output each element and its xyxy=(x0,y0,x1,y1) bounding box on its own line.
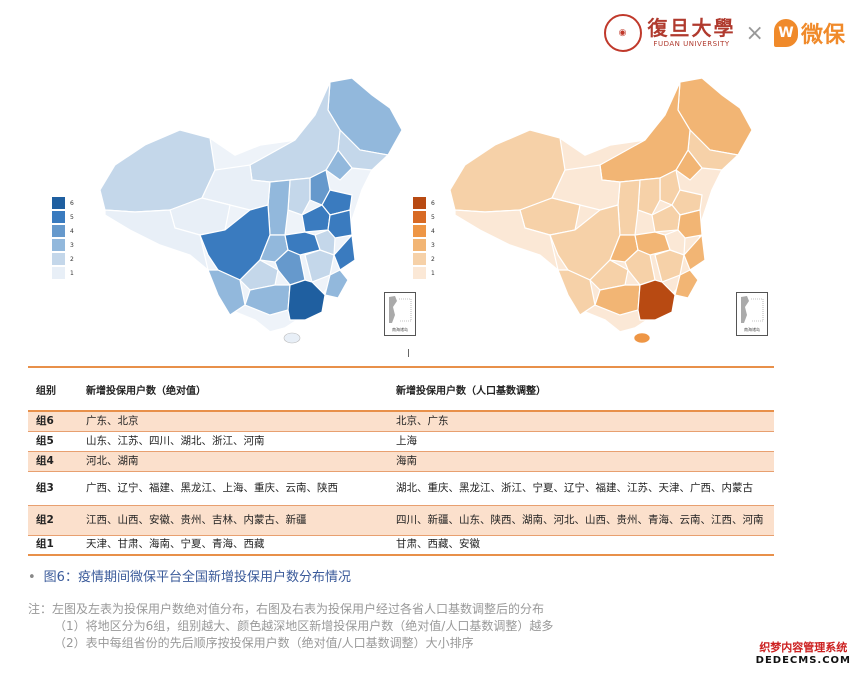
absolute-provinces: 江西、山西、安徽、贵州、吉林、内蒙古、新疆 xyxy=(78,505,388,536)
adjusted-provinces: 四川、新疆、山东、陕西、湖南、河北、山西、贵州、青海、云南、江西、河南 xyxy=(388,505,774,536)
separator-mark xyxy=(408,349,409,357)
legend-swatch xyxy=(52,239,65,251)
legend-row: 3 xyxy=(52,238,74,252)
china-map-adjusted xyxy=(440,70,760,350)
group-label: 组1 xyxy=(28,535,78,556)
header-absolute: 新增投保用户数（绝对值） xyxy=(78,366,388,412)
legend-adjusted: 6 5 4 3 2 1 xyxy=(413,196,435,280)
legend-swatch xyxy=(413,267,426,279)
legend-row: 5 xyxy=(52,210,74,224)
times-icon: × xyxy=(745,20,764,46)
legend-swatch xyxy=(52,197,65,209)
fudan-seal-icon: ◉ xyxy=(603,14,642,52)
weibao-logo: W 微保 xyxy=(773,17,845,49)
adjusted-provinces: 湖北、重庆、黑龙江、浙江、宁夏、辽宁、福建、江苏、天津、广西、内蒙古 xyxy=(388,471,774,506)
table-row: 组6 广东、北京 北京、广东 xyxy=(28,411,774,432)
header-logos: ◉ 復旦大學 FUDAN UNIVERSITY × W 微保 xyxy=(603,14,845,52)
fudan-logo: 復旦大學 FUDAN UNIVERSITY xyxy=(648,17,736,49)
header-group: 组别 xyxy=(28,366,78,412)
note-line: （1）将地区分为6组，组别越大、颜色越深地区新增投保用户数（绝对值/人口基数调整… xyxy=(54,619,554,633)
adjusted-provinces: 北京、广东 xyxy=(388,411,774,432)
absolute-provinces: 广西、辽宁、福建、黑龙江、上海、重庆、云南、陕西 xyxy=(78,471,388,506)
legend-row: 4 xyxy=(52,224,74,238)
notes: 注：左图及左表为投保用户数绝对值分布，右图及右表为投保用户经过各省人口基数调整后… xyxy=(28,601,553,652)
china-map-absolute xyxy=(90,70,410,350)
caption-text: 图6：疫情期间微保平台全国新增投保用户数分布情况 xyxy=(43,570,351,585)
adjusted-provinces: 甘肃、西藏、安徽 xyxy=(388,535,774,556)
watermark-bottom: DEDECMS.COM xyxy=(755,655,851,666)
table-row: 组4 河北、湖南 海南 xyxy=(28,451,774,472)
legend-swatch xyxy=(52,225,65,237)
legend-swatch xyxy=(52,211,65,223)
legend-swatch xyxy=(413,225,426,237)
group-label: 组3 xyxy=(28,471,78,506)
legend-swatch xyxy=(413,211,426,223)
group-label: 组6 xyxy=(28,411,78,432)
weibao-icon: W xyxy=(773,19,798,47)
header-adjusted: 新增投保用户数（人口基数调整） xyxy=(388,366,774,412)
group-label: 组2 xyxy=(28,505,78,536)
legend-swatch xyxy=(413,253,426,265)
legend-swatch xyxy=(413,239,426,251)
legend-row: 1 xyxy=(413,266,435,280)
south-china-sea-inset: 南海诸岛 xyxy=(384,292,416,336)
group-label: 组4 xyxy=(28,451,78,472)
absolute-provinces: 广东、北京 xyxy=(78,411,388,432)
legend-row: 6 xyxy=(413,196,435,210)
table-row: 组3 广西、辽宁、福建、黑龙江、上海、重庆、云南、陕西 湖北、重庆、黑龙江、浙江… xyxy=(28,471,774,506)
legend-row: 1 xyxy=(52,266,74,280)
legend-row: 2 xyxy=(52,252,74,266)
table-row: 组2 江西、山西、安徽、贵州、吉林、内蒙古、新疆 四川、新疆、山东、陕西、湖南、… xyxy=(28,505,774,536)
weibao-name: 微保 xyxy=(800,23,845,48)
table-row: 组1 天津、甘肃、海南、宁夏、青海、西藏 甘肃、西藏、安徽 xyxy=(28,535,774,556)
absolute-provinces: 山东、江苏、四川、湖北、浙江、河南 xyxy=(78,431,388,452)
group-table: 组别 新增投保用户数（绝对值） 新增投保用户数（人口基数调整） 组6 广东、北京… xyxy=(28,366,774,556)
absolute-provinces: 河北、湖南 xyxy=(78,451,388,472)
legend-swatch xyxy=(52,253,65,265)
note-line: 注：左图及左表为投保用户数绝对值分布，右图及右表为投保用户经过各省人口基数调整后… xyxy=(28,602,545,616)
adjusted-provinces: 海南 xyxy=(388,451,774,472)
adjusted-provinces: 上海 xyxy=(388,431,774,452)
legend-absolute: 6 5 4 3 2 1 xyxy=(52,196,74,280)
south-china-sea-inset: 南海诸岛 xyxy=(736,292,768,336)
group-label: 组5 xyxy=(28,431,78,452)
inset-caption: 南海诸岛 xyxy=(744,327,760,332)
watermark-top: 织梦内容管理系统 xyxy=(755,639,851,655)
table-header-row: 组别 新增投保用户数（绝对值） 新增投保用户数（人口基数调整） xyxy=(28,366,774,412)
legend-row: 2 xyxy=(413,252,435,266)
absolute-provinces: 天津、甘肃、海南、宁夏、青海、西藏 xyxy=(78,535,388,556)
note-line: （2）表中每组省份的先后顺序按投保用户数（绝对值/人口基数调整）大小排序 xyxy=(54,636,474,650)
watermark: 织梦内容管理系统 DEDECMS.COM xyxy=(755,639,851,666)
legend-row: 3 xyxy=(413,238,435,252)
figure-caption: • 图6：疫情期间微保平台全国新增投保用户数分布情况 xyxy=(28,566,351,585)
legend-swatch xyxy=(413,197,426,209)
legend-row: 6 xyxy=(52,196,74,210)
legend-row: 5 xyxy=(413,210,435,224)
bullet: • xyxy=(28,570,36,585)
fudan-name-en: FUDAN UNIVERSITY xyxy=(653,40,730,48)
inset-caption: 南海诸岛 xyxy=(392,327,408,332)
fudan-name-cn: 復旦大學 xyxy=(647,16,736,40)
legend-swatch xyxy=(52,267,65,279)
legend-row: 4 xyxy=(413,224,435,238)
table-row: 组5 山东、江苏、四川、湖北、浙江、河南 上海 xyxy=(28,431,774,452)
